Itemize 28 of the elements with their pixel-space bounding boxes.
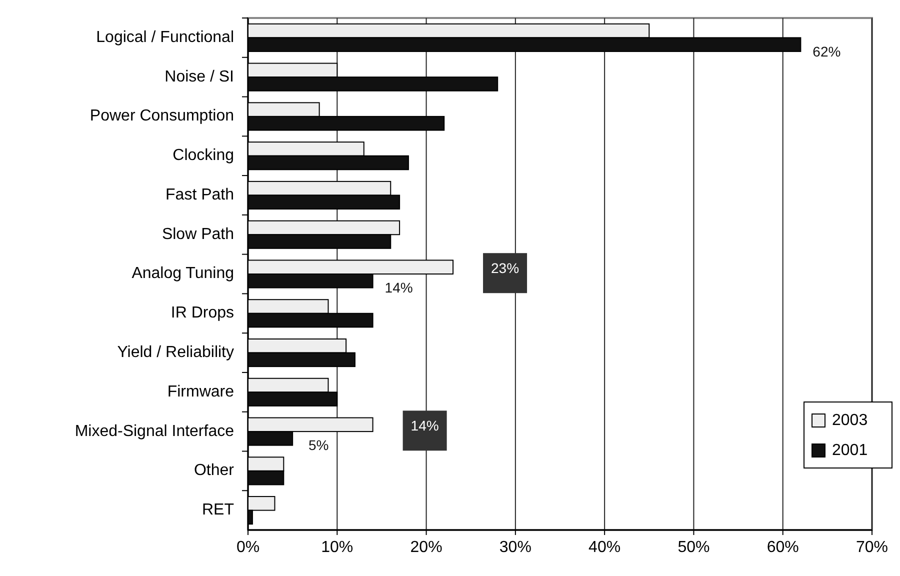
y-tick-label: Slow Path [162,226,234,243]
y-tick-label: Fast Path [166,186,234,204]
y-tick-label: Mixed-Signal Interface [74,422,234,440]
y-tick-label: RET [202,502,234,519]
x-tick-label: 0% [236,539,260,556]
data-label: 14% [384,280,413,296]
data-label: 5% [308,437,329,454]
y-tick-label: Firmware [167,383,234,400]
x-tick-label: 10% [321,539,354,556]
data-label: 62% [812,43,841,60]
x-tick-label: 60% [766,539,799,556]
x-tick-label: 20% [410,539,442,556]
y-tick-label: IR Drops [170,304,234,322]
y-tick-label: Logical / Functional [96,28,234,46]
legend-label: 2003 [832,412,868,430]
y-tick-label: Power Consumption [90,108,234,125]
legend-label: 2001 [832,442,868,460]
x-tick-label: 30% [499,539,532,556]
y-tick-label: Other [194,462,235,480]
y-tick-label: Yield / Reliability [117,344,234,362]
y-tick-label: Noise / SI [164,68,234,86]
y-tick-label: Clocking [172,147,234,164]
x-tick-label: 40% [588,539,621,556]
data-label: 14% [410,417,439,434]
x-tick-label: 50% [678,539,710,556]
y-tick-label: Analog Tuning [132,265,234,282]
data-label: 23% [491,260,520,276]
x-tick-label: 70% [856,539,888,556]
